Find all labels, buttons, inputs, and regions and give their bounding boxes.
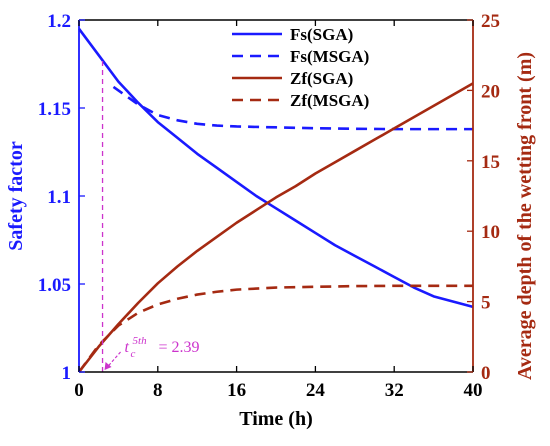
y-right-tick-label: 15 bbox=[481, 152, 500, 173]
y-right-tick-label: 10 bbox=[481, 222, 500, 243]
annotation-text: = 2.39 bbox=[159, 339, 200, 356]
y-axis-right-title: Average depth of the wetting front (m) bbox=[514, 52, 536, 380]
y-right-tick-label: 5 bbox=[481, 293, 491, 314]
y-left-tick-label: 1.15 bbox=[38, 99, 71, 120]
series-line-2 bbox=[77, 82, 474, 373]
x-tick-label: 40 bbox=[464, 380, 483, 401]
series-line-0 bbox=[77, 28, 474, 309]
x-tick-label: 0 bbox=[74, 380, 84, 401]
annotation-symbol-subscript: c bbox=[131, 348, 136, 360]
legend-label-1: Fs(MSGA) bbox=[290, 47, 369, 66]
y-axis-left-title: Safety factor bbox=[5, 141, 27, 251]
y-left-tick-label: 1 bbox=[62, 363, 72, 384]
y-right-tick-label: 20 bbox=[481, 81, 500, 102]
y-right-tick-label: 25 bbox=[481, 11, 500, 32]
y-left-tick-label: 1.2 bbox=[47, 11, 71, 32]
legend-label-3: Zf(MSGA) bbox=[290, 91, 369, 110]
annotation-symbol-base: t bbox=[125, 339, 130, 356]
legend-label-0: Fs(SGA) bbox=[290, 25, 353, 44]
x-tick-label: 16 bbox=[227, 380, 246, 401]
x-axis-title: Time (h) bbox=[239, 408, 313, 430]
y-left-tick-label: 1.1 bbox=[47, 187, 71, 208]
y-right-tick-label: 0 bbox=[481, 363, 491, 384]
y-left-tick-label: 1.05 bbox=[38, 275, 71, 296]
legend-label-2: Zf(SGA) bbox=[290, 69, 353, 88]
annotation-arrow-head bbox=[104, 362, 112, 370]
x-tick-label: 24 bbox=[306, 380, 326, 401]
x-tick-label: 8 bbox=[153, 380, 163, 401]
series-line-3 bbox=[77, 284, 473, 373]
annotation-symbol-superscript: 5th bbox=[133, 335, 148, 347]
x-tick-label: 32 bbox=[385, 380, 404, 401]
